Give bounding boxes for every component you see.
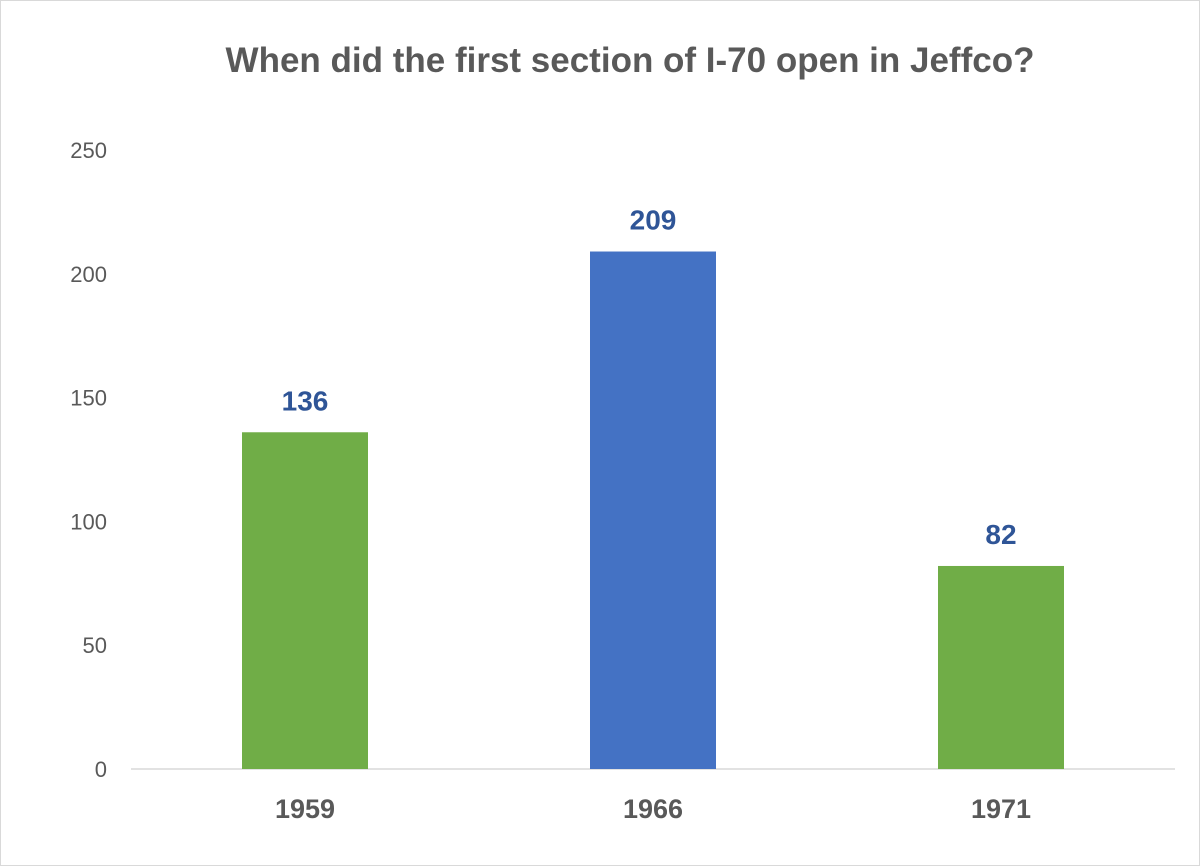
y-tick-label-100: 100 <box>70 509 107 534</box>
y-tick-label-150: 150 <box>70 386 107 411</box>
data-labels-group: 136 209 82 <box>282 205 1017 550</box>
y-tick-label-50: 50 <box>83 633 107 658</box>
x-tick-label-1966: 1966 <box>623 794 683 824</box>
y-tick-label-250: 250 <box>70 138 107 163</box>
y-tick-label-0: 0 <box>95 757 107 782</box>
x-tick-label-1959: 1959 <box>275 794 335 824</box>
data-label-1971: 82 <box>985 519 1016 550</box>
y-tick-label-200: 200 <box>70 262 107 287</box>
bar-1966 <box>590 251 716 770</box>
data-label-1959: 136 <box>282 385 329 416</box>
data-label-1966: 209 <box>630 205 677 236</box>
x-tick-label-1971: 1971 <box>971 794 1031 824</box>
bar-1971 <box>938 565 1064 769</box>
bars-group <box>242 251 1064 770</box>
x-axis-ticks: 1959 1966 1971 <box>275 794 1031 824</box>
y-axis-ticks: 0 50 100 150 200 250 <box>70 138 107 782</box>
chart-title: When did the first section of I-70 open … <box>226 41 1035 80</box>
bar-1959 <box>242 432 368 769</box>
